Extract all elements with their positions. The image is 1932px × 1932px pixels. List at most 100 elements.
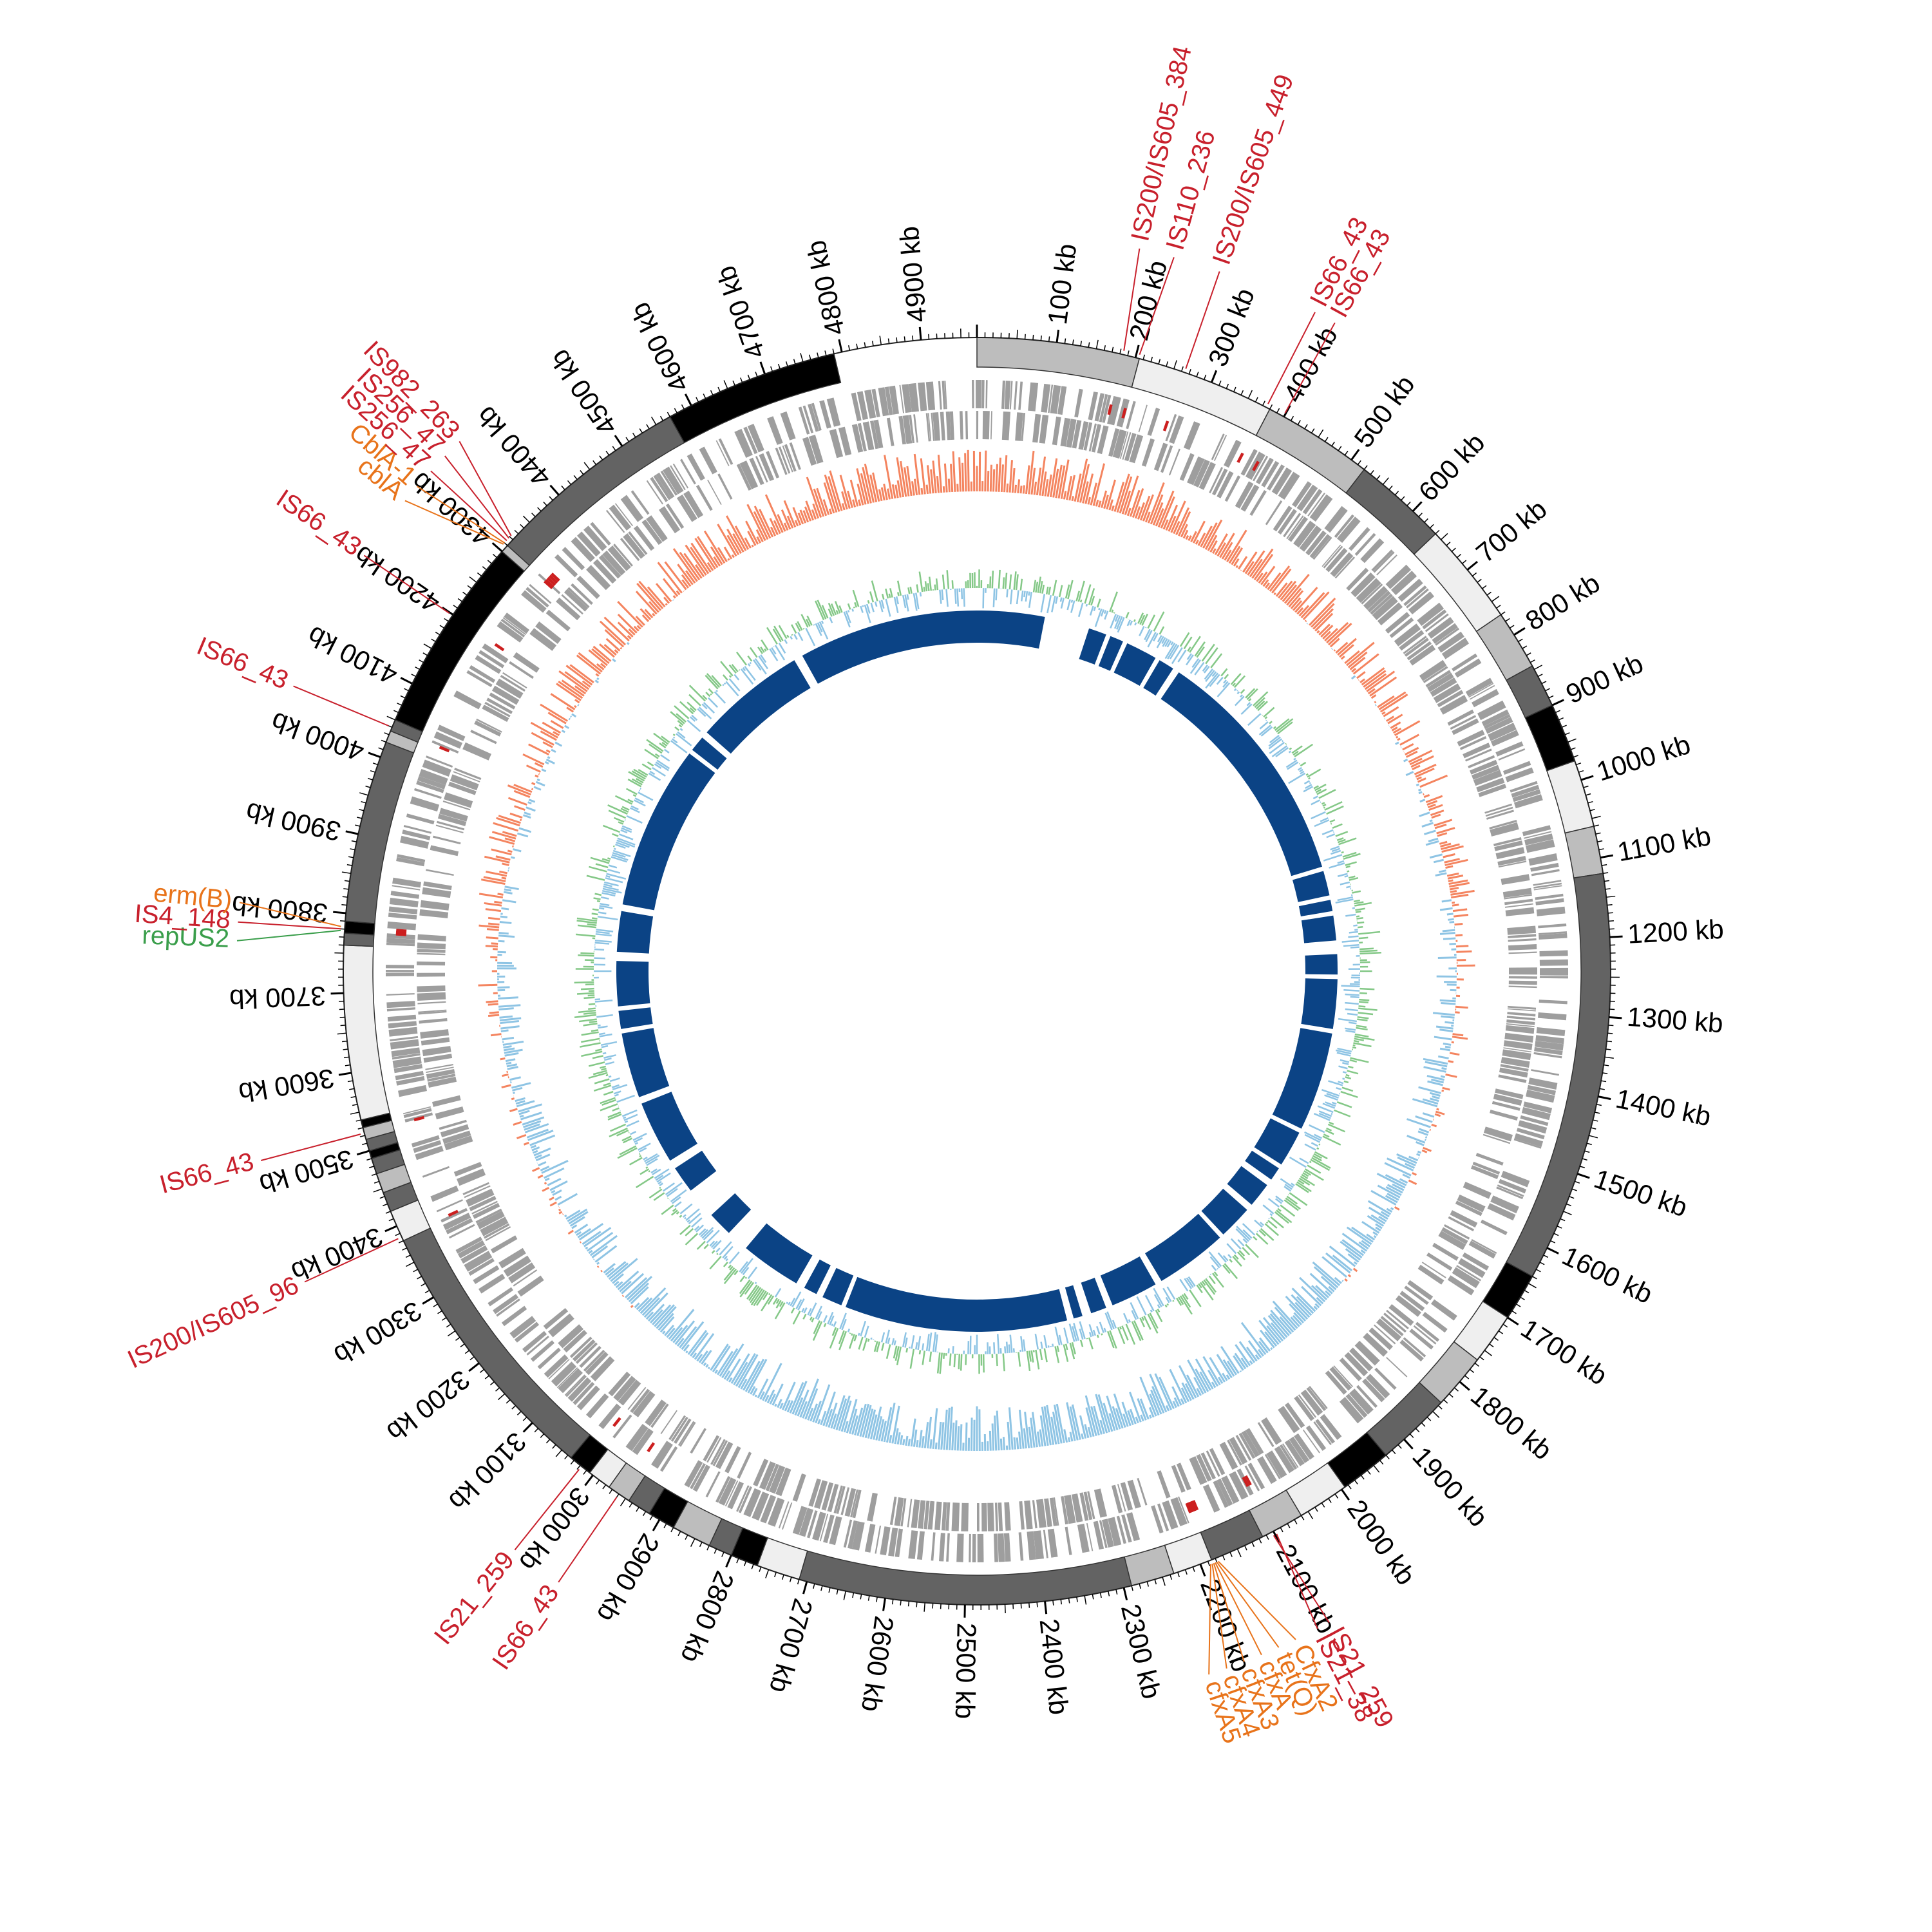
cds-feature [1212, 468, 1228, 496]
cds-feature [1473, 770, 1502, 786]
gc-skew-bar [1364, 673, 1387, 690]
cds-feature [558, 1368, 583, 1394]
gc-skew-bar [522, 1116, 545, 1126]
tick-mark [1210, 370, 1218, 383]
gc-skew-bar [1367, 688, 1376, 695]
gc-content-bar [1349, 931, 1358, 934]
gc-content-bar [769, 648, 779, 661]
gc-content-bar [639, 1155, 642, 1158]
gc-skew-bar [1372, 1231, 1378, 1236]
gc-skew-bar [567, 1208, 588, 1222]
tick-mark [1072, 339, 1074, 345]
gc-content-bar [772, 1298, 778, 1305]
tick-mark [759, 361, 766, 375]
gc-content-bar [687, 1219, 690, 1223]
tick-mark [1598, 1095, 1611, 1101]
cds-feature [1294, 1433, 1314, 1460]
blast-hit-block [1272, 1028, 1332, 1129]
cds-feature [747, 424, 764, 453]
gc-content-bar [1115, 616, 1123, 630]
cds-feature [676, 494, 697, 522]
cds-feature [1099, 393, 1108, 422]
cds-feature [755, 455, 768, 483]
tick-label: 3200 kb [381, 1364, 476, 1447]
tick-mark [632, 432, 636, 438]
gc-content-bar [1230, 1238, 1242, 1250]
cds-feature [1495, 741, 1524, 757]
cds-feature [1486, 810, 1514, 820]
gc-content-bar [1349, 983, 1360, 985]
gc-content-bar [1103, 1327, 1107, 1332]
gc-skew-bar [1260, 565, 1276, 585]
cds-feature [1027, 1531, 1036, 1560]
gc-content-bar [1227, 1254, 1232, 1259]
gc-skew-bar [1439, 931, 1455, 935]
cds-feature [522, 1331, 547, 1353]
cds-feature [940, 412, 945, 440]
gc-skew-bar [1066, 1402, 1076, 1441]
cds-feature [1274, 1446, 1295, 1473]
gc-content-bar [786, 634, 790, 638]
gc-skew-bar [1187, 1359, 1207, 1394]
gc-skew-bar [491, 942, 498, 945]
gc-content-bar [611, 1084, 620, 1088]
tick-mark [359, 1135, 365, 1137]
gc-skew-bar [1385, 1186, 1402, 1196]
gc-content-bar [612, 833, 619, 837]
gc-skew-bar [774, 1403, 777, 1407]
cds-feature [690, 1463, 706, 1490]
gc-skew-bar [488, 916, 500, 920]
gc-skew-bar [619, 1280, 632, 1293]
gc-skew-bar [1448, 879, 1468, 886]
gc-skew-bar [1449, 882, 1470, 888]
cds-feature [1024, 1500, 1033, 1530]
gc-skew-bar [764, 1394, 770, 1403]
gc-skew-bar [1332, 1255, 1353, 1272]
gc-skew-bar [591, 648, 610, 664]
gc-content-bar [1101, 1333, 1103, 1336]
gc-content-bar [1090, 596, 1095, 606]
gc-skew-bar [984, 450, 987, 492]
cds-feature [799, 1508, 813, 1537]
cds-feature [852, 1490, 862, 1519]
gc-content-bar [809, 1316, 813, 1321]
cds-feature [956, 1533, 964, 1562]
tick-mark [349, 1088, 355, 1090]
cds-feature [960, 411, 963, 440]
gc-skew-bar [615, 1281, 623, 1289]
gc-content-bar [1035, 582, 1039, 593]
cds-feature [392, 877, 421, 888]
tick-mark [1604, 880, 1610, 882]
gc-content-bar [723, 1267, 735, 1281]
gc-content-bar [802, 1313, 807, 1320]
gc-content-bar [592, 908, 599, 911]
tick-mark [340, 1025, 346, 1027]
cds-feature [1200, 1452, 1216, 1480]
gc-skew-bar [1060, 459, 1070, 499]
gc-skew-bar [1352, 653, 1379, 675]
cds-feature [707, 479, 722, 505]
tick-mark [371, 1173, 377, 1176]
gc-content-bar [701, 1227, 714, 1239]
blast-hit-block [618, 1007, 653, 1029]
tick-mark [1551, 699, 1564, 706]
gc-content-bar [1300, 761, 1307, 767]
gc-skew-bar [878, 489, 883, 502]
gc-skew-bar [1397, 1156, 1416, 1167]
gc-skew-bar [681, 579, 690, 589]
gc-skew-bar [710, 546, 723, 565]
gc-content-bar [688, 694, 701, 706]
tick-mark [514, 529, 519, 535]
tick-label: 4200 kb [348, 540, 445, 619]
cds-feature [808, 1478, 821, 1507]
gc-content-bar [1099, 1321, 1104, 1333]
cds-feature [1471, 1239, 1497, 1255]
gc-skew-bar [784, 1399, 791, 1412]
gc-skew-bar [544, 761, 549, 765]
tick-mark [573, 475, 578, 480]
cds-feature [1427, 672, 1454, 692]
gc-skew-bar [650, 1309, 663, 1324]
tick-mark [1491, 596, 1500, 602]
gc-skew-bar [970, 1417, 973, 1451]
gc-content-bar [871, 580, 878, 601]
